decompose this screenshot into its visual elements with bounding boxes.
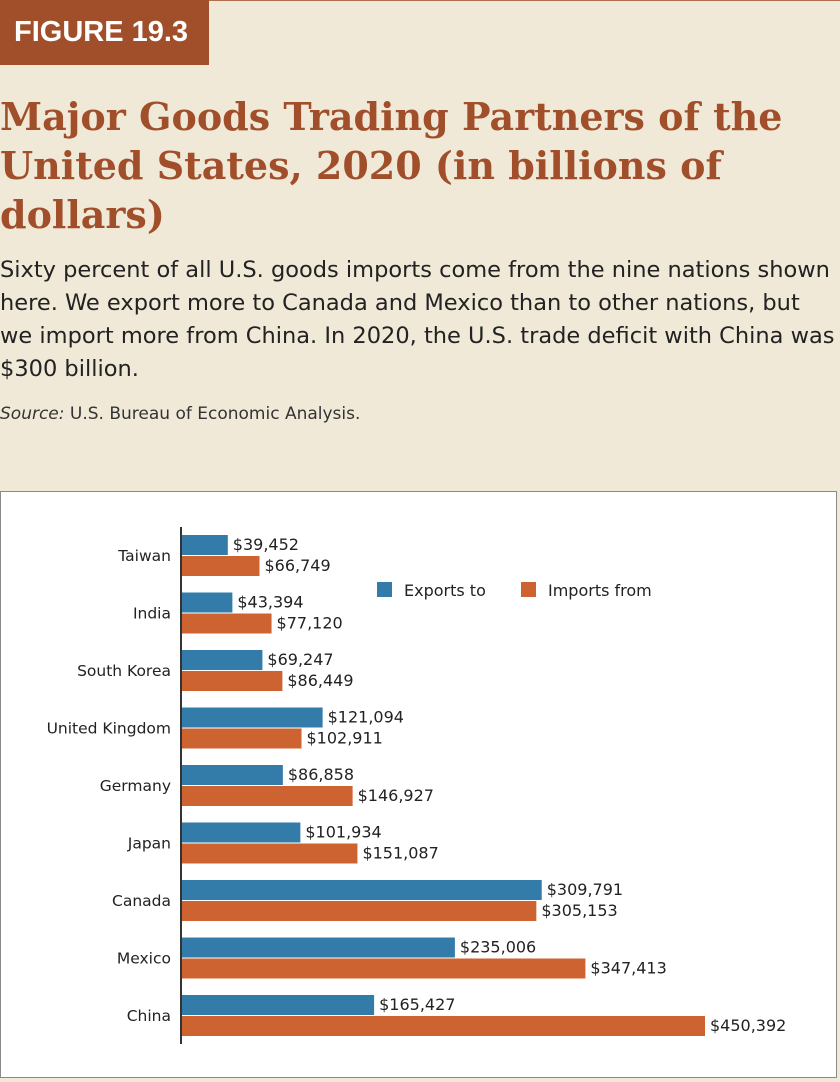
- data-label: $69,247: [267, 650, 333, 669]
- category-label: Germany: [100, 777, 171, 795]
- data-label: $86,449: [287, 671, 353, 690]
- source-text: U.S. Bureau of Economic Analysis.: [64, 404, 361, 424]
- bar-imports: [182, 1016, 705, 1036]
- bar-exports: [182, 650, 263, 670]
- category-label: India: [133, 605, 171, 623]
- data-label: $235,006: [460, 938, 536, 957]
- category-label: Mexico: [117, 950, 171, 968]
- data-label: $77,120: [277, 614, 343, 633]
- bar-exports: [182, 592, 233, 613]
- data-label: $146,927: [358, 786, 434, 805]
- bar-imports: [182, 786, 353, 806]
- bar-exports: [182, 880, 542, 900]
- bar-imports: [182, 728, 302, 749]
- legend-swatch: [521, 582, 536, 597]
- category-label: South Korea: [77, 662, 171, 680]
- category-label: Canada: [112, 892, 171, 910]
- bar-exports: [182, 707, 323, 728]
- bar-exports: [182, 995, 375, 1015]
- data-label: $102,911: [307, 729, 383, 748]
- figure-description: Sixty percent of all U.S. goods imports …: [0, 257, 835, 382]
- data-label: $347,413: [590, 959, 666, 978]
- data-label: $121,094: [328, 708, 404, 727]
- header-rule: [209, 0, 840, 1]
- data-label: $101,934: [305, 823, 381, 842]
- figure-label: FIGURE 19.3: [0, 0, 209, 65]
- data-label: $165,427: [379, 995, 455, 1014]
- data-label: $309,791: [547, 880, 623, 899]
- chart-panel: Taiwan $39,452 $66,749 India $43,394 $77,120 S…: [0, 491, 837, 1078]
- figure-source: Source: U.S. Bureau of Economic Analysis…: [0, 404, 360, 424]
- legend-label: Imports from: [548, 581, 652, 600]
- bar-exports: [182, 535, 228, 555]
- bar-exports: [182, 822, 301, 843]
- bar-imports: [182, 556, 260, 576]
- legend-swatch: [377, 582, 392, 597]
- data-label: $450,392: [710, 1016, 786, 1035]
- bar-imports: [182, 901, 537, 921]
- bar-imports: [182, 843, 358, 864]
- category-label: United Kingdom: [47, 720, 171, 738]
- data-label: $151,087: [362, 844, 438, 863]
- bar-exports: [182, 765, 283, 785]
- bar-exports: [182, 937, 455, 958]
- legend-label: Exports to: [404, 581, 486, 600]
- figure-title: Major Goods Trading Partners of the Unit…: [0, 94, 783, 237]
- bar-imports: [182, 671, 283, 691]
- data-label: $66,749: [265, 556, 331, 575]
- data-label: $39,452: [233, 535, 299, 554]
- bar-imports: [182, 958, 586, 979]
- bar-chart: Taiwan $39,452 $66,749 India $43,394 $77,120 S…: [47, 527, 786, 1044]
- data-label: $86,858: [288, 765, 354, 784]
- category-label: Taiwan: [117, 547, 171, 565]
- source-label: Source:: [0, 404, 65, 424]
- category-label: China: [127, 1007, 171, 1025]
- bar-imports: [182, 613, 272, 634]
- data-label: $43,394: [237, 593, 303, 612]
- data-label: $305,153: [541, 901, 617, 920]
- category-label: Japan: [127, 835, 171, 853]
